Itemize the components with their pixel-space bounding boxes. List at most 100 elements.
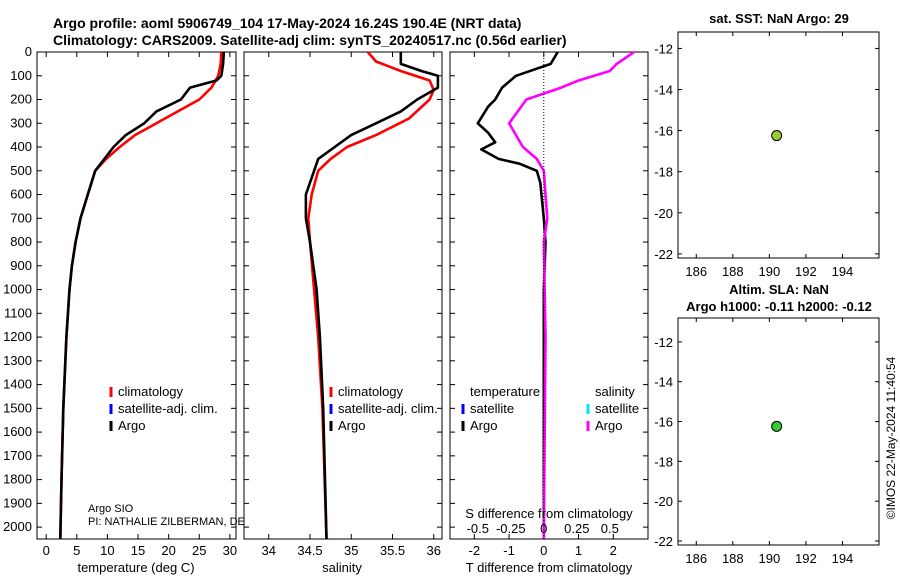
top-tick-label: 0.5 bbox=[601, 521, 619, 536]
x-tick-label: 35 bbox=[344, 543, 358, 558]
salinity-panel-frame bbox=[243, 51, 443, 540]
map-y-tick-label: -18 bbox=[654, 165, 673, 180]
salinity-plot: 34 34.5 35 35.5 36 climatology satellite-adj. … bbox=[244, 51, 442, 558]
salinity-legend-label: climatology bbox=[338, 384, 404, 399]
y-tick-label: 1800 bbox=[3, 472, 32, 487]
temperature-legend-label: Argo bbox=[118, 418, 145, 433]
argo-float-marker bbox=[771, 130, 783, 142]
x-tick-label: 35.5 bbox=[380, 543, 405, 558]
difference-xlabel: T difference from climatology bbox=[466, 560, 633, 575]
difference-plot: -2 -1 0 1 2 -0.5 -0.25 0 0.25 0.5 temperature salin… bbox=[450, 50, 648, 558]
map-x-tick-label: 190 bbox=[759, 551, 781, 566]
x-tick-label: -2 bbox=[469, 543, 481, 558]
x-tick-label: 36 bbox=[427, 543, 441, 558]
sla-map-frame bbox=[677, 317, 880, 546]
top-tick-label: -0.25 bbox=[496, 521, 526, 536]
y-tick-label: 1900 bbox=[3, 495, 32, 510]
map-y-tick-label: -14 bbox=[654, 375, 673, 390]
map-x-tick-label: 192 bbox=[795, 264, 817, 279]
timestamp-label: ©IMOS 22-May-2024 11:40:54 bbox=[884, 356, 898, 519]
series-climatology bbox=[306, 51, 436, 540]
map-x-tick-label: 190 bbox=[759, 264, 781, 279]
x-tick-label: 2 bbox=[610, 543, 617, 558]
map-y-tick-label: -22 bbox=[654, 247, 673, 262]
difference-top-axis-label: S difference from climatology bbox=[465, 506, 633, 521]
y-tick-label: 700 bbox=[10, 210, 32, 225]
temperature-plot: 0 5 10 15 20 25 300100200300400500600700800900… bbox=[3, 44, 237, 558]
y-tick-label: 1600 bbox=[3, 424, 32, 439]
y-tick-label: 300 bbox=[10, 115, 32, 130]
y-tick-label: 500 bbox=[10, 163, 32, 178]
series-argo bbox=[304, 52, 440, 540]
sla-map-plot: 186 188 190 192 194 -12 -14 -16 -18 -20 -22 bbox=[654, 318, 879, 566]
series-t-argo bbox=[476, 51, 559, 539]
y-tick-label: 1700 bbox=[3, 448, 32, 463]
temperature-xlabel: temperature (deg C) bbox=[77, 560, 194, 575]
map-x-tick-label: 188 bbox=[722, 264, 744, 279]
difference-legend-label: satellite bbox=[470, 401, 514, 416]
sla-map-title: Altim. SLA: NaN bbox=[729, 282, 829, 297]
map-y-tick-label: -16 bbox=[654, 124, 673, 139]
difference-legend-label: satellite bbox=[595, 401, 639, 416]
y-tick-label: 1200 bbox=[3, 329, 32, 344]
x-tick-label: -1 bbox=[503, 543, 515, 558]
series-s-argo bbox=[507, 50, 635, 540]
difference-legend-title: salinity bbox=[595, 384, 635, 399]
x-tick-label: 34.5 bbox=[297, 543, 322, 558]
top-tick-label: 0 bbox=[540, 521, 547, 536]
y-tick-label: 900 bbox=[10, 258, 32, 273]
sst-map-frame bbox=[677, 31, 880, 259]
figure-title-line1: Argo profile: aoml 5906749_104 17-May-20… bbox=[53, 15, 521, 31]
x-tick-label: 15 bbox=[131, 543, 145, 558]
x-tick-label: 20 bbox=[161, 543, 175, 558]
top-tick-label: 0.25 bbox=[564, 521, 589, 536]
temperature-legend-label: climatology bbox=[118, 384, 184, 399]
y-tick-label: 200 bbox=[10, 92, 32, 107]
map-y-tick-label: -20 bbox=[654, 494, 673, 509]
salinity-legend-label: satellite-adj. clim. bbox=[338, 401, 438, 416]
y-tick-label: 1000 bbox=[3, 282, 32, 297]
y-tick-label: 1300 bbox=[3, 353, 32, 368]
y-tick-label: 0 bbox=[25, 44, 32, 59]
map-y-tick-label: -18 bbox=[654, 454, 673, 469]
top-tick-label: -0.5 bbox=[467, 521, 489, 536]
y-tick-label: 800 bbox=[10, 234, 32, 249]
sst-map-title: sat. SST: NaN Argo: 29 bbox=[709, 11, 849, 26]
argo-float-marker bbox=[771, 420, 783, 432]
map-y-tick-label: -20 bbox=[654, 206, 673, 221]
difference-legend-label: Argo bbox=[470, 418, 497, 433]
difference-legend-label: Argo bbox=[595, 418, 622, 433]
temperature-legend-label: satellite-adj. clim. bbox=[118, 401, 218, 416]
series-argo bbox=[59, 51, 226, 540]
map-x-tick-label: 194 bbox=[832, 264, 854, 279]
difference-legend-title: temperature bbox=[470, 384, 540, 399]
y-tick-label: 2000 bbox=[3, 519, 32, 534]
x-tick-label: 0 bbox=[43, 543, 50, 558]
map-y-tick-label: -12 bbox=[654, 335, 673, 350]
difference-panel-frame bbox=[449, 51, 649, 540]
x-tick-label: 30 bbox=[223, 543, 237, 558]
x-tick-label: 1 bbox=[575, 543, 582, 558]
salinity-xlabel: salinity bbox=[322, 560, 362, 575]
y-tick-label: 100 bbox=[10, 68, 32, 83]
map-x-tick-label: 188 bbox=[722, 551, 744, 566]
x-tick-label: 0 bbox=[540, 543, 547, 558]
map-y-tick-label: -22 bbox=[654, 534, 673, 549]
y-tick-label: 400 bbox=[10, 139, 32, 154]
credit-line1: Argo SIO bbox=[88, 503, 134, 515]
salinity-legend-label: Argo bbox=[338, 418, 365, 433]
sla-map-subtitle: Argo h1000: -0.11 h2000: -0.12 bbox=[686, 299, 872, 314]
map-y-tick-label: -16 bbox=[654, 415, 673, 430]
y-tick-label: 1100 bbox=[4, 305, 32, 320]
y-tick-label: 600 bbox=[10, 187, 32, 202]
x-tick-label: 25 bbox=[192, 543, 206, 558]
y-tick-label: 1400 bbox=[3, 377, 32, 392]
x-tick-label: 34 bbox=[262, 543, 276, 558]
credit-line2: PI: NATHALIE ZILBERMAN, DE bbox=[88, 516, 245, 528]
x-tick-label: 5 bbox=[73, 543, 80, 558]
sst-map-plot: 186 188 190 192 194 -12 -14 -16 -18 -20 -22 bbox=[654, 32, 879, 279]
map-y-tick-label: -12 bbox=[654, 41, 673, 56]
temperature-panel-frame bbox=[36, 51, 237, 540]
map-x-tick-label: 194 bbox=[832, 551, 854, 566]
